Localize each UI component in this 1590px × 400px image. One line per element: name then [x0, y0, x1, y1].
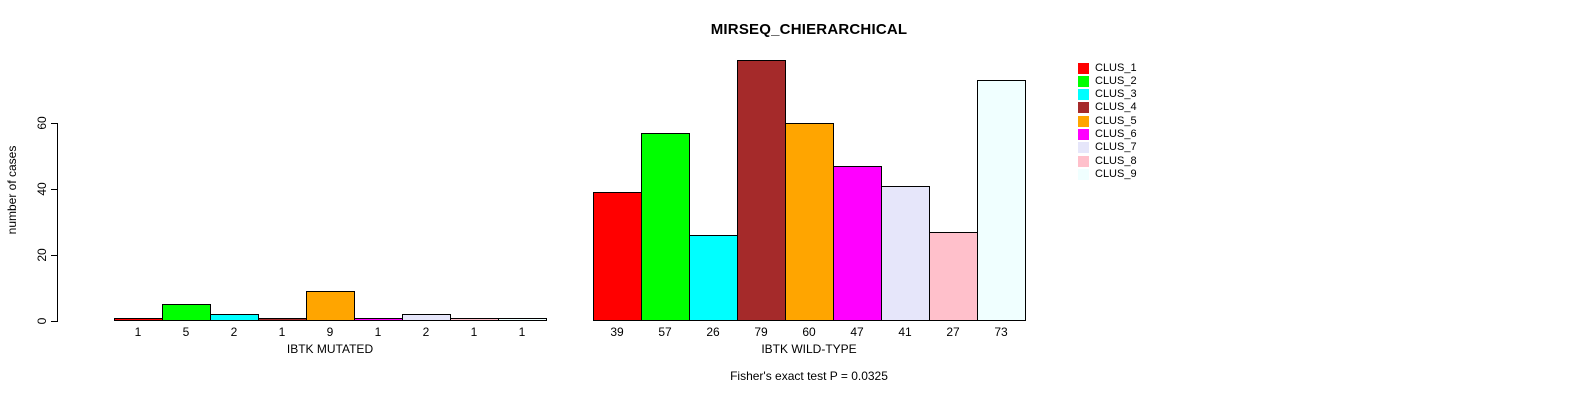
bar [929, 232, 978, 321]
caption-fisher-test: Fisher's exact test P = 0.0325 [730, 369, 888, 383]
legend-item: CLUS_9 [1078, 168, 1137, 182]
legend-label: CLUS_4 [1095, 101, 1137, 114]
legend-label: CLUS_3 [1095, 88, 1137, 101]
legend-label: CLUS_1 [1095, 61, 1137, 74]
bar-value-label: 26 [706, 325, 720, 339]
legend-item: CLUS_1 [1078, 61, 1137, 75]
legend-item: CLUS_6 [1078, 128, 1137, 142]
bar [641, 133, 690, 321]
y-axis-line [57, 123, 58, 322]
bar [450, 318, 499, 321]
bar-value-label: 73 [994, 325, 1008, 339]
y-tick-label: 60 [35, 116, 49, 130]
y-tick-mark [51, 321, 57, 322]
bar [689, 235, 738, 321]
bar-value-label: 41 [898, 325, 912, 339]
legend-label: CLUS_5 [1095, 114, 1137, 127]
bar [785, 123, 834, 321]
bar-value-label: 1 [374, 325, 382, 339]
bar [833, 166, 882, 321]
bar [210, 314, 259, 321]
chart-title: MIRSEQ_CHIERARCHICAL [710, 21, 908, 38]
legend-item: CLUS_2 [1078, 74, 1137, 88]
bar [498, 318, 547, 321]
bar [881, 186, 930, 321]
legend-swatch [1078, 115, 1089, 127]
bar-value-label: 1 [278, 325, 286, 339]
legend-swatch [1078, 169, 1089, 181]
legend-swatch [1078, 155, 1089, 167]
legend-item: CLUS_3 [1078, 88, 1137, 102]
bar-value-label: 1 [134, 325, 142, 339]
bar [354, 318, 403, 321]
legend-swatch [1078, 129, 1089, 141]
bar [402, 314, 451, 321]
bar [114, 318, 163, 321]
legend-swatch [1078, 142, 1089, 154]
legend-label: CLUS_6 [1095, 128, 1137, 141]
y-tick-label: 0 [35, 317, 49, 325]
bar-value-label: 2 [422, 325, 430, 339]
bar [162, 304, 211, 321]
legend-label: CLUS_9 [1095, 168, 1137, 181]
x-axis-group-label-wildtype: IBTK WILD-TYPE [761, 342, 857, 356]
legend-swatch [1078, 102, 1089, 114]
y-tick-label: 20 [35, 248, 49, 262]
x-axis-group-label-mutated: IBTK MUTATED [286, 342, 374, 356]
y-tick-mark [51, 189, 57, 190]
legend-label: CLUS_7 [1095, 141, 1137, 154]
legend-item: CLUS_5 [1078, 114, 1137, 128]
legend-item: CLUS_7 [1078, 141, 1137, 155]
bar [306, 291, 355, 321]
bar-value-label: 2 [230, 325, 238, 339]
bar-value-label: 5 [182, 325, 190, 339]
bar [977, 80, 1026, 321]
legend-item: CLUS_4 [1078, 101, 1137, 115]
y-tick-label: 40 [35, 182, 49, 196]
legend-label: CLUS_8 [1095, 154, 1137, 167]
bar [737, 60, 786, 321]
bar-value-label: 9 [326, 325, 334, 339]
bar-value-label: 79 [754, 325, 768, 339]
bar-value-label: 47 [850, 325, 864, 339]
y-tick-mark [51, 123, 57, 124]
legend-label: CLUS_2 [1095, 74, 1137, 87]
bar-value-label: 60 [802, 325, 816, 339]
bar-value-label: 27 [946, 325, 960, 339]
y-axis-label: number of cases [5, 145, 19, 235]
bar-value-label: 1 [470, 325, 478, 339]
y-tick-mark [51, 255, 57, 256]
bar-value-label: 39 [610, 325, 624, 339]
legend-item: CLUS_8 [1078, 154, 1137, 168]
legend-swatch [1078, 75, 1089, 87]
bar [593, 192, 642, 321]
legend-swatch [1078, 62, 1089, 74]
bar-value-label: 1 [518, 325, 526, 339]
bar-value-label: 57 [658, 325, 672, 339]
bar [258, 318, 307, 321]
legend-swatch [1078, 89, 1089, 101]
